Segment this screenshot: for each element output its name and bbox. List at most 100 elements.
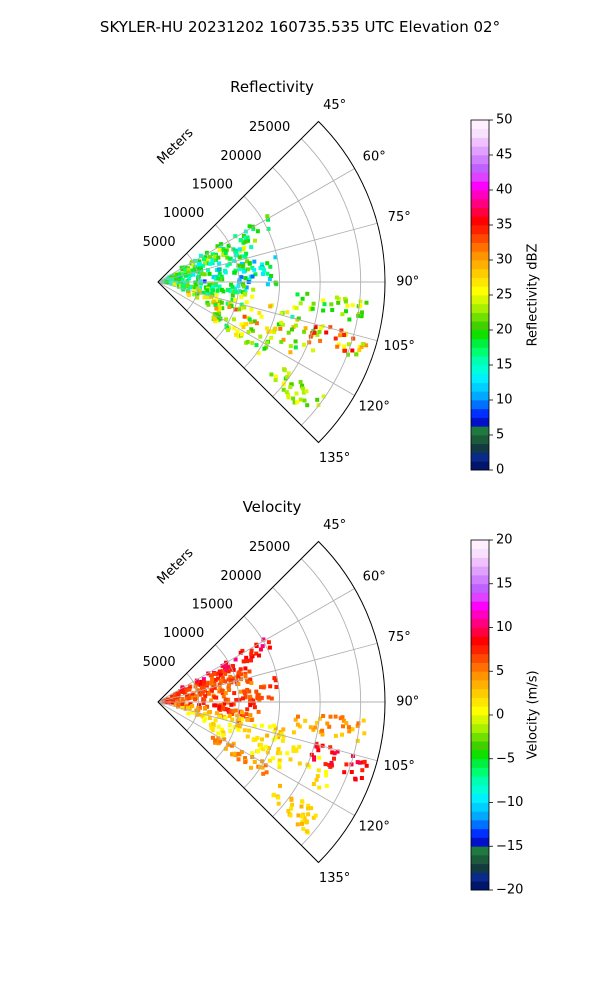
radar-cell: [236, 334, 241, 339]
radar-cell: [265, 261, 270, 266]
radar-cell: [268, 329, 273, 334]
radar-cell: [359, 314, 364, 319]
colorbar-segment: [471, 592, 489, 602]
radar-cell: [219, 242, 224, 247]
radar-cell: [288, 350, 293, 355]
radar-cell: [250, 274, 255, 279]
azimuth-spoke: [157, 222, 378, 283]
colorbar-tick-label: 10: [496, 393, 513, 408]
colorbar-segment: [471, 540, 489, 550]
radar-cell: [244, 300, 249, 305]
colorbar-segment: [471, 286, 489, 296]
radar-cell: [261, 637, 266, 642]
radar-cell: [201, 701, 206, 705]
azimuth-tick-label: 105°: [384, 759, 415, 774]
radar-cell: [265, 282, 270, 287]
radar-cell: [216, 255, 221, 260]
radar-cell: [258, 742, 263, 747]
radar-cell: [286, 395, 291, 400]
radar-cell: [207, 716, 212, 720]
radar-cell: [242, 314, 247, 319]
radar-cell: [222, 737, 227, 742]
colorbar-segment: [471, 557, 489, 567]
radar-cell: [199, 253, 203, 258]
radar-cell: [210, 285, 215, 289]
radar-cell: [259, 314, 264, 319]
radar-cell: [228, 289, 233, 294]
radar-cell: [333, 733, 338, 738]
radar-cell: [260, 737, 264, 742]
radar-cell: [241, 714, 246, 719]
azimuth-tick-label: 105°: [384, 339, 415, 354]
radar-cell: [230, 293, 235, 298]
radar-cell: [272, 676, 277, 681]
radar-cell: [300, 821, 304, 826]
radar-cell: [343, 348, 348, 353]
radar-cell: [209, 294, 214, 299]
colorbar-segment: [471, 295, 489, 305]
radar-cell: [237, 255, 242, 260]
radar-cell: [289, 806, 294, 811]
radar-cell: [359, 776, 364, 780]
radar-cell: [246, 329, 251, 334]
colorbar-segment: [471, 207, 489, 217]
radar-cell: [180, 687, 185, 692]
radar-cell: [266, 217, 270, 222]
radar-cell: [328, 764, 333, 769]
radar-cell: [216, 676, 220, 681]
radar-cell: [239, 677, 243, 682]
colorbar-tick-label: −20: [496, 883, 523, 898]
panel-title: Velocity: [243, 498, 302, 516]
radar-cell: [226, 664, 231, 669]
radar-cell: [282, 368, 287, 373]
azimuth-tick-label: 135°: [319, 871, 350, 886]
radar-cell: [315, 397, 320, 402]
radar-cell: [219, 300, 224, 305]
colorbar-segment: [471, 251, 489, 261]
colorbar-segment: [471, 321, 489, 331]
radar-cell: [232, 751, 237, 756]
radar-cell: [252, 259, 257, 264]
radar-cell: [240, 264, 245, 268]
radar-cell: [291, 325, 296, 330]
radar-cell: [233, 708, 238, 713]
radar-cell: [198, 705, 202, 710]
colorbar-segment: [471, 758, 489, 768]
radar-cell: [278, 326, 283, 331]
colorbar-segment: [471, 653, 489, 663]
colorbar-tick-label: −10: [496, 795, 523, 810]
radar-cell: [248, 703, 253, 708]
radar-cell: [240, 710, 244, 715]
radar-cell: [360, 768, 365, 773]
radar-cell: [183, 688, 188, 693]
radar-cell: [295, 722, 300, 727]
radar-cell: [206, 302, 211, 307]
radar-cell: [254, 321, 259, 326]
radar-cell: [233, 253, 238, 258]
radar-cell: [188, 701, 193, 706]
radar-cell: [203, 706, 207, 711]
colorbar-segment: [471, 671, 489, 681]
colorbar-segment: [471, 566, 489, 576]
radar-cell: [299, 804, 304, 809]
radial-axis-label: Meters: [155, 545, 197, 587]
radar-cell: [313, 725, 318, 730]
radar-cell: [300, 819, 305, 824]
radar-cell: [233, 307, 238, 312]
radar-cell: [223, 671, 228, 676]
radar-cell: [204, 250, 209, 255]
colorbar-tick-label: −5: [496, 751, 515, 766]
radar-cell: [281, 734, 286, 739]
radar-cell: [213, 303, 218, 307]
radar-cell: [324, 773, 329, 778]
radar-cell: [350, 348, 355, 353]
colorbar-segment: [471, 601, 489, 611]
radar-cell: [293, 339, 298, 344]
radar-cell: [228, 674, 233, 679]
colorbar-label: Reflectivity dBZ: [526, 244, 541, 347]
radar-cell: [276, 733, 281, 737]
radar-cell: [244, 251, 249, 256]
radar-cell: [215, 288, 220, 293]
radar-cell: [201, 677, 206, 682]
radar-cell: [198, 692, 202, 697]
